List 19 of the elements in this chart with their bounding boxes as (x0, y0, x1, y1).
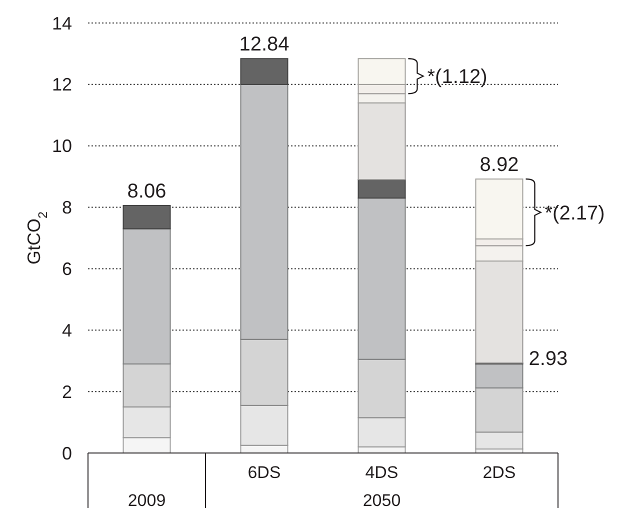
annotation: 2.93 (528, 348, 568, 370)
total-label: 12.84 (239, 34, 290, 56)
y-tick-label: 0 (62, 443, 72, 464)
y-tick-label: 4 (62, 320, 72, 340)
annotation: *(2.17) (544, 202, 605, 224)
y-tick-label: 12 (52, 74, 72, 95)
y-tick-label: 10 (52, 136, 72, 156)
x-tick-label: 2DS (482, 463, 516, 482)
text: 2050 (362, 491, 401, 508)
x-tick-label: 6DS (248, 463, 281, 482)
y-tick-label: 6 (62, 259, 72, 280)
annotation: *(1.12) (427, 66, 488, 88)
total-label: 8.06 (127, 180, 166, 202)
y-tick-label: 8 (62, 198, 72, 218)
y-tick-label: 2 (62, 382, 72, 402)
total-label: 8.92 (480, 154, 519, 176)
x-tick-label: 4DS (365, 463, 398, 482)
y-tick-label: 14 (52, 13, 72, 34)
text: 2009 (128, 491, 166, 508)
